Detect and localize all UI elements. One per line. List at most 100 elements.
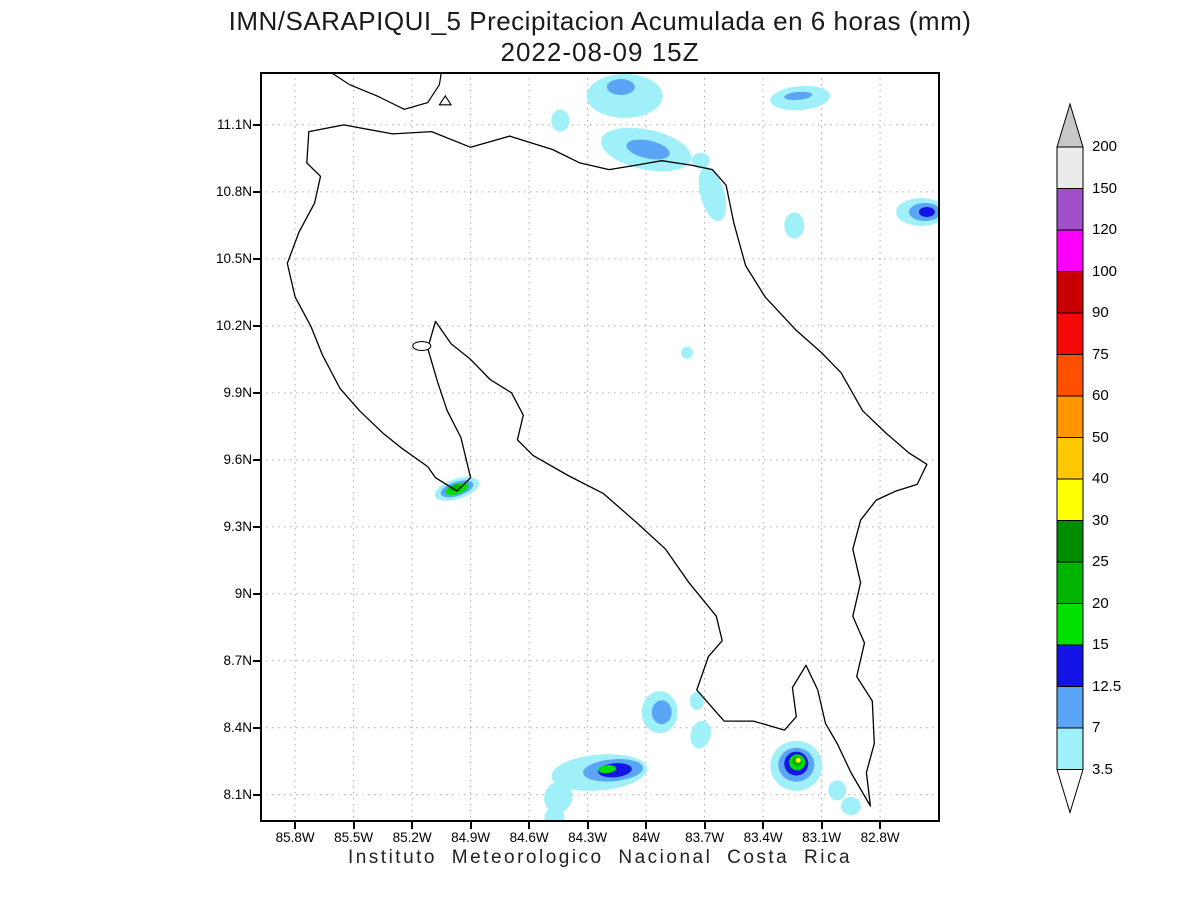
lon-tick-mark	[294, 822, 297, 829]
caption: Instituto Meteorologico Nacional Costa R…	[347, 847, 853, 868]
colorbar-under-arrow	[1056, 769, 1084, 815]
colorbar-segment	[1056, 727, 1084, 770]
lon-tick-mark	[879, 822, 882, 829]
colorbar-tick-label: 12.5	[1092, 677, 1122, 695]
colorbar-segment	[1056, 686, 1084, 729]
lon-tick-label: 84.3W	[568, 830, 608, 845]
precip-cell	[606, 79, 635, 95]
colorbar-segment	[1056, 312, 1084, 355]
lon-tick-label: 85.8W	[275, 830, 315, 845]
colorbar-segment	[1056, 437, 1084, 480]
lat-tick-label: 9.9N	[223, 384, 252, 400]
lat-tick-mark	[253, 592, 260, 595]
lat-tick-mark	[253, 123, 260, 126]
lat-tick-label: 11.1N	[216, 116, 252, 132]
lon-tick-label: 84.9W	[451, 830, 491, 845]
lon-tick-mark	[762, 822, 765, 829]
gulf-island-outline	[412, 340, 432, 352]
lake-nicaragua-shore	[329, 72, 442, 110]
colorbar-tick-label: 100	[1092, 262, 1118, 280]
lat-tick-mark	[253, 391, 260, 394]
colorbar-tick-label: 120	[1092, 221, 1118, 238]
colorbar-tick-label: 30	[1092, 511, 1109, 529]
lat-tick-mark	[253, 525, 260, 528]
colorbar-segment	[1056, 395, 1084, 438]
lon-tick-mark	[469, 822, 472, 829]
colorbar-segment	[1056, 146, 1084, 189]
colorbar-tick-label: 50	[1092, 428, 1109, 446]
lon-tick-label: 85.5W	[334, 830, 374, 845]
lat-tick-mark	[253, 458, 260, 461]
lon-tick-mark	[703, 822, 706, 829]
lat-tick-label: 10.5N	[215, 250, 252, 266]
lon-tick-label: 84W	[632, 830, 660, 845]
lat-tick-label: 10.2N	[215, 317, 252, 333]
lat-tick-mark	[253, 190, 260, 193]
precip-cell	[795, 757, 801, 763]
colorbar-tick-label: 200	[1092, 138, 1118, 155]
precip-cell	[544, 807, 565, 822]
lat-tick-label: 9.6N	[223, 451, 252, 467]
lon-tick-mark	[352, 822, 355, 829]
precip-cell	[918, 207, 935, 217]
colorbar-segment	[1056, 644, 1084, 687]
costa-rica-outline	[286, 124, 928, 807]
lat-tick-label: 8.4N	[223, 719, 252, 735]
lat-tick-mark	[253, 659, 260, 662]
colorbar	[1056, 102, 1084, 815]
colorbar-segment	[1056, 229, 1084, 272]
lon-tick-label: 83.4W	[743, 830, 783, 845]
colorbar-segment	[1056, 603, 1084, 646]
chart-subtitle: 2022-08-09 15Z	[500, 37, 700, 67]
colorbar-tick-label: 75	[1092, 345, 1109, 363]
precip-cell	[828, 780, 847, 801]
precip-cell	[691, 152, 710, 169]
precip-cell	[586, 73, 663, 118]
colorbar-tick-label: 20	[1092, 594, 1109, 612]
colorbar-tick-label: 60	[1092, 387, 1109, 404]
lon-tick-mark	[586, 822, 589, 829]
precip-cell	[690, 720, 712, 749]
precip-cell	[840, 797, 861, 815]
colorbar-segment	[1056, 271, 1084, 314]
precip-cell	[598, 765, 617, 774]
lat-tick-label: 9N	[234, 585, 252, 601]
lon-tick-mark	[528, 822, 531, 829]
colorbar-tick-label: 25	[1092, 553, 1109, 570]
precip-cell	[698, 166, 727, 222]
lon-tick-mark	[411, 822, 414, 829]
colorbar-tick-label: 40	[1092, 470, 1109, 487]
colorbar-tick-label: 150	[1092, 179, 1118, 197]
colorbar-segment	[1056, 478, 1084, 521]
lat-tick-label: 8.7N	[223, 652, 252, 668]
lon-tick-label: 84.6W	[509, 830, 549, 845]
colorbar-segment	[1056, 188, 1084, 231]
lon-tick-label: 83.7W	[685, 830, 725, 845]
precip-cell	[651, 700, 672, 725]
precip-cell	[681, 346, 693, 359]
precip-cell	[784, 91, 813, 101]
lon-tick-label: 83.1W	[802, 830, 842, 845]
lat-tick-label: 8.1N	[223, 786, 252, 802]
lat-tick-label: 9.3N	[223, 518, 252, 534]
map-canvas	[260, 72, 940, 822]
colorbar-tick-label: 7	[1092, 719, 1101, 736]
chart-title: IMN/SARAPIQUI_5 Precipitacion Acumulada …	[228, 6, 972, 36]
colorbar-tick-label: 90	[1092, 304, 1109, 321]
lon-tick-mark	[820, 822, 823, 829]
colorbar-tick-label: 3.5	[1092, 760, 1113, 778]
colorbar-segment	[1056, 354, 1084, 397]
precip-cell	[544, 781, 573, 813]
precip-cell	[626, 139, 670, 160]
lon-tick-label: 82.8W	[860, 830, 900, 845]
lon-tick-label: 85.2W	[392, 830, 432, 845]
colorbar-over-arrow	[1056, 102, 1084, 148]
precip-cell	[689, 692, 704, 710]
lat-tick-mark	[253, 793, 260, 796]
precip-cell	[551, 109, 570, 132]
lon-tick-mark	[645, 822, 648, 829]
lat-tick-mark	[253, 324, 260, 327]
colorbar-tick-label: 15	[1092, 636, 1109, 653]
lat-tick-mark	[253, 726, 260, 729]
